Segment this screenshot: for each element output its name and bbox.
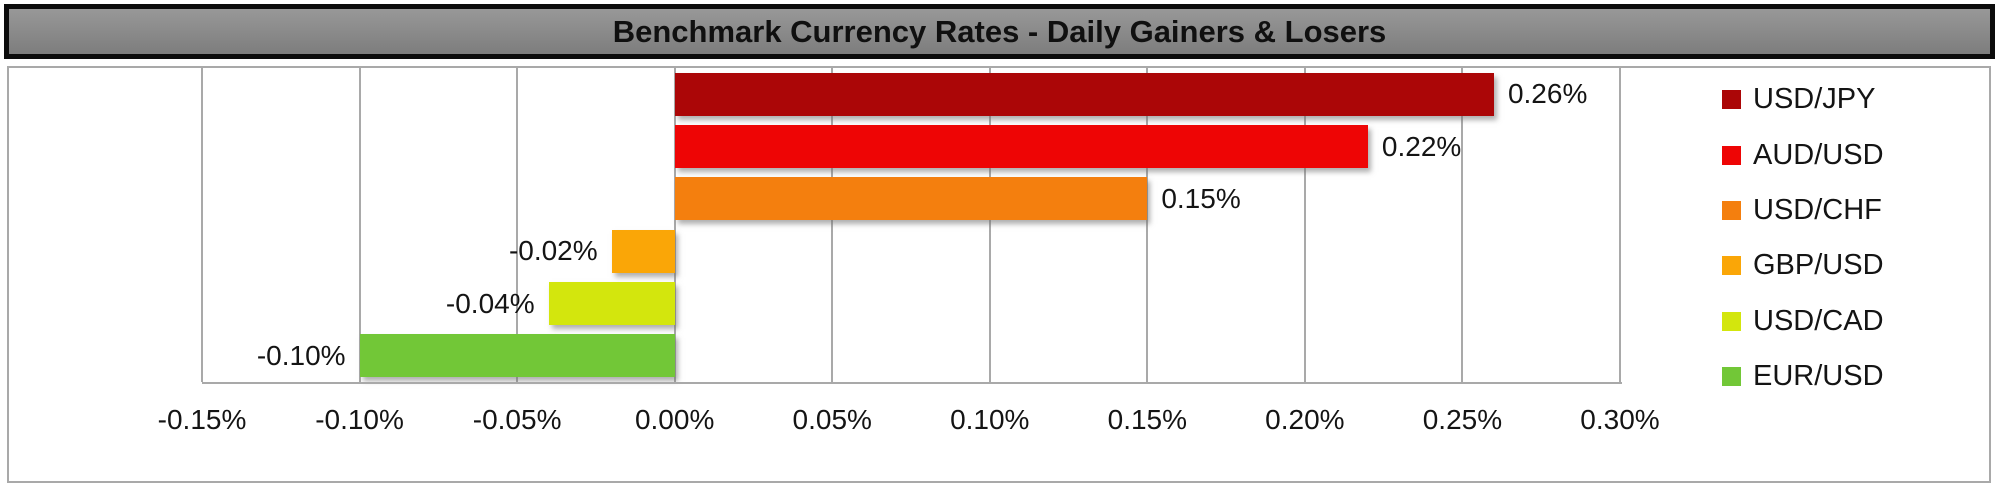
x-tick-label: 0.25% <box>1422 404 1503 435</box>
legend-label: USD/JPY <box>1753 83 1876 116</box>
bar-aud-usd <box>674 125 1368 168</box>
x-tick-label: 0.15% <box>1107 404 1188 435</box>
x-tick-label: -0.10% <box>315 404 404 435</box>
legend-item-usd-cad: USD/CAD <box>1722 294 1884 349</box>
gridline <box>358 68 361 382</box>
bar-data-label: 0.15% <box>1161 182 1241 214</box>
legend-item-usd-jpy: USD/JPY <box>1722 72 1884 127</box>
bar-data-label: 0.22% <box>1381 130 1462 162</box>
gridline <box>201 68 203 382</box>
legend-label: GBP/USD <box>1753 249 1884 282</box>
gridline <box>516 68 519 382</box>
legend: USD/JPY AUD/USD USD/CHF GBP/USD USD/CAD EUR/U… <box>1722 72 1884 404</box>
legend-swatch-icon <box>1722 145 1741 165</box>
gridline <box>988 68 991 382</box>
x-tick-label: 0.05% <box>792 404 872 435</box>
legend-swatch-icon <box>1722 367 1741 387</box>
bar-usd-chf <box>674 177 1148 221</box>
x-tick-label: -0.15% <box>157 404 247 435</box>
x-tick-label: 0.00% <box>634 404 715 435</box>
legend-label: USD/CHF <box>1753 193 1882 226</box>
x-tick-label: 0.10% <box>950 404 1030 435</box>
legend-swatch-icon <box>1722 200 1741 220</box>
legend-swatch-icon <box>1722 90 1741 110</box>
legend-item-eur-usd: EUR/USD <box>1722 349 1884 404</box>
gridline <box>1619 68 1621 382</box>
gridline <box>1303 68 1306 382</box>
x-tick-label: 0.30% <box>1580 404 1660 435</box>
bar-eur-usd <box>359 334 675 378</box>
plot-area: 0.26% 0.22% 0.15% -0.02% -0.04% -0.10% <box>201 68 1621 382</box>
bar-data-label: -0.04% <box>445 287 535 319</box>
legend-label: USD/CAD <box>1753 304 1884 337</box>
x-tick-label: -0.05% <box>472 404 562 435</box>
legend-item-aud-usd: AUD/USD <box>1722 127 1884 182</box>
bar-data-label: 0.26% <box>1507 78 1588 110</box>
bar-data-label: -0.10% <box>256 339 346 371</box>
x-axis-line <box>202 382 1622 384</box>
gridline <box>1461 68 1464 382</box>
legend-item-gbp-usd: GBP/USD <box>1722 238 1884 293</box>
chart-title: Benchmark Currency Rates - Daily Gainers… <box>612 13 1387 49</box>
legend-swatch-icon <box>1722 311 1741 331</box>
bar-usd-cad <box>548 282 675 325</box>
gridline <box>1146 68 1149 382</box>
legend-label: AUD/USD <box>1753 138 1884 171</box>
gridline <box>673 68 676 382</box>
bar-usd-jpy <box>674 72 1494 116</box>
legend-item-usd-chf: USD/CHF <box>1722 183 1884 238</box>
bar-data-label: -0.02% <box>508 235 598 267</box>
legend-swatch-icon <box>1722 256 1741 276</box>
chart-title-bar: Benchmark Currency Rates - Daily Gainers… <box>4 4 1995 59</box>
x-tick-label: 0.20% <box>1265 404 1345 435</box>
gridline <box>831 68 834 382</box>
bar-gbp-usd <box>611 229 675 273</box>
chart-body: 0.26% 0.22% 0.15% -0.02% -0.04% -0.10% -0.15%… <box>7 66 1991 483</box>
legend-label: EUR/USD <box>1753 360 1884 393</box>
